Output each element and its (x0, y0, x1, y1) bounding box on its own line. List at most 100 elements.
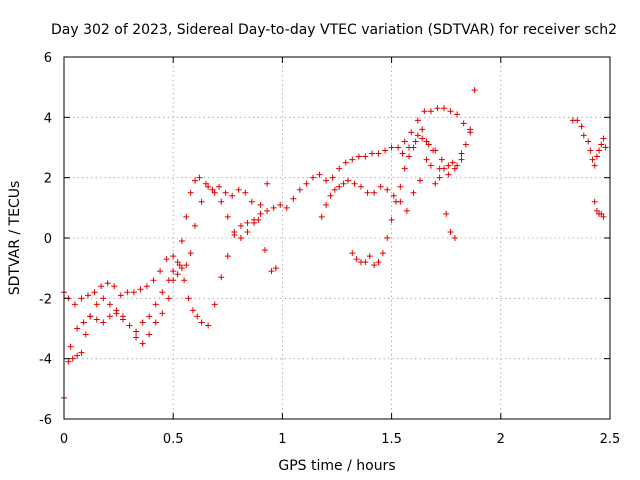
data-point (283, 204, 290, 211)
data-point (272, 265, 279, 272)
data-point (416, 177, 423, 184)
data-point (329, 174, 336, 181)
data-point (159, 289, 166, 296)
data-point (375, 259, 382, 266)
data-point (401, 138, 408, 145)
data-point (257, 201, 264, 208)
data-point (591, 162, 598, 169)
data-point (419, 126, 426, 133)
data-point (176, 262, 183, 269)
data-point (100, 295, 107, 302)
data-point (351, 180, 358, 187)
data-point (146, 331, 153, 338)
data-point (392, 198, 399, 205)
data-point (139, 340, 146, 347)
data-point (574, 117, 581, 124)
data-point (152, 301, 159, 308)
data-point (349, 156, 356, 163)
data-point (67, 343, 74, 350)
data-point (74, 352, 81, 359)
data-point (451, 235, 458, 241)
data-point (323, 201, 330, 208)
data-point (388, 216, 395, 223)
data-point (222, 189, 229, 196)
data-point (237, 222, 244, 229)
data-point (344, 177, 351, 184)
data-point (231, 228, 238, 235)
x-tick-label: 0 (60, 432, 68, 447)
data-point (119, 316, 126, 323)
data-point (406, 153, 413, 160)
data-point (242, 189, 249, 196)
data-point (425, 141, 432, 148)
data-point (331, 186, 338, 193)
data-point (580, 132, 587, 139)
x-tick-label: 1.5 (381, 432, 402, 447)
data-point (441, 105, 448, 112)
x-axis-label: GPS time / hours (278, 458, 395, 474)
data-point (65, 358, 72, 365)
data-point (277, 201, 284, 208)
data-point (414, 132, 421, 139)
data-point (336, 183, 343, 190)
data-point (111, 283, 118, 290)
data-point (202, 180, 209, 187)
data-point (189, 307, 196, 314)
series-track-C (67, 180, 271, 350)
data-point (423, 156, 430, 163)
chart-title: Day 302 of 2023, Sidereal Day-to-day VTE… (51, 22, 617, 38)
data-point (71, 301, 78, 308)
data-point (445, 171, 452, 178)
data-point (152, 319, 159, 326)
data-point (451, 165, 458, 172)
data-point (371, 189, 378, 196)
data-point (397, 183, 404, 190)
data-point (174, 259, 181, 266)
data-point (296, 186, 303, 193)
y-tick-label: -4 (39, 353, 52, 368)
data-point (126, 322, 133, 329)
data-point (375, 150, 382, 157)
data-point (412, 138, 419, 145)
data-point (421, 108, 428, 115)
data-point (419, 135, 426, 142)
data-point (178, 238, 185, 245)
data-point (78, 349, 85, 356)
y-tick-label: 2 (44, 172, 52, 187)
data-point (598, 210, 605, 217)
data-point (78, 295, 85, 302)
data-point (270, 204, 277, 211)
data-point (194, 313, 201, 320)
data-point (74, 325, 81, 332)
data-point (117, 292, 124, 299)
data-point (366, 253, 373, 260)
x-axis-ticks: 0 0.5 1 1.5 2 2.5 (60, 57, 620, 447)
data-point (218, 274, 225, 281)
data-point (578, 123, 585, 130)
data-point (358, 183, 365, 190)
y-tick-label: -2 (39, 292, 52, 307)
data-point (462, 141, 469, 148)
data-point (377, 183, 384, 190)
data-point (432, 180, 439, 187)
data-point (454, 162, 461, 169)
x-tick-label: 2.5 (600, 432, 621, 447)
data-point (355, 153, 362, 160)
data-point (218, 198, 225, 205)
data-point (600, 135, 607, 142)
data-point (143, 283, 150, 290)
data-point (403, 207, 410, 214)
data-point (198, 319, 205, 326)
data-point (436, 174, 443, 181)
series-track-H (591, 198, 607, 220)
data-point (229, 192, 236, 199)
data-point (316, 171, 323, 178)
data-point (327, 192, 334, 199)
data-point (80, 319, 87, 326)
data-point (113, 310, 120, 317)
data-point (589, 156, 596, 163)
data-point (159, 310, 166, 317)
data-point (593, 207, 600, 214)
data-point (165, 295, 172, 302)
data-point (447, 108, 454, 115)
